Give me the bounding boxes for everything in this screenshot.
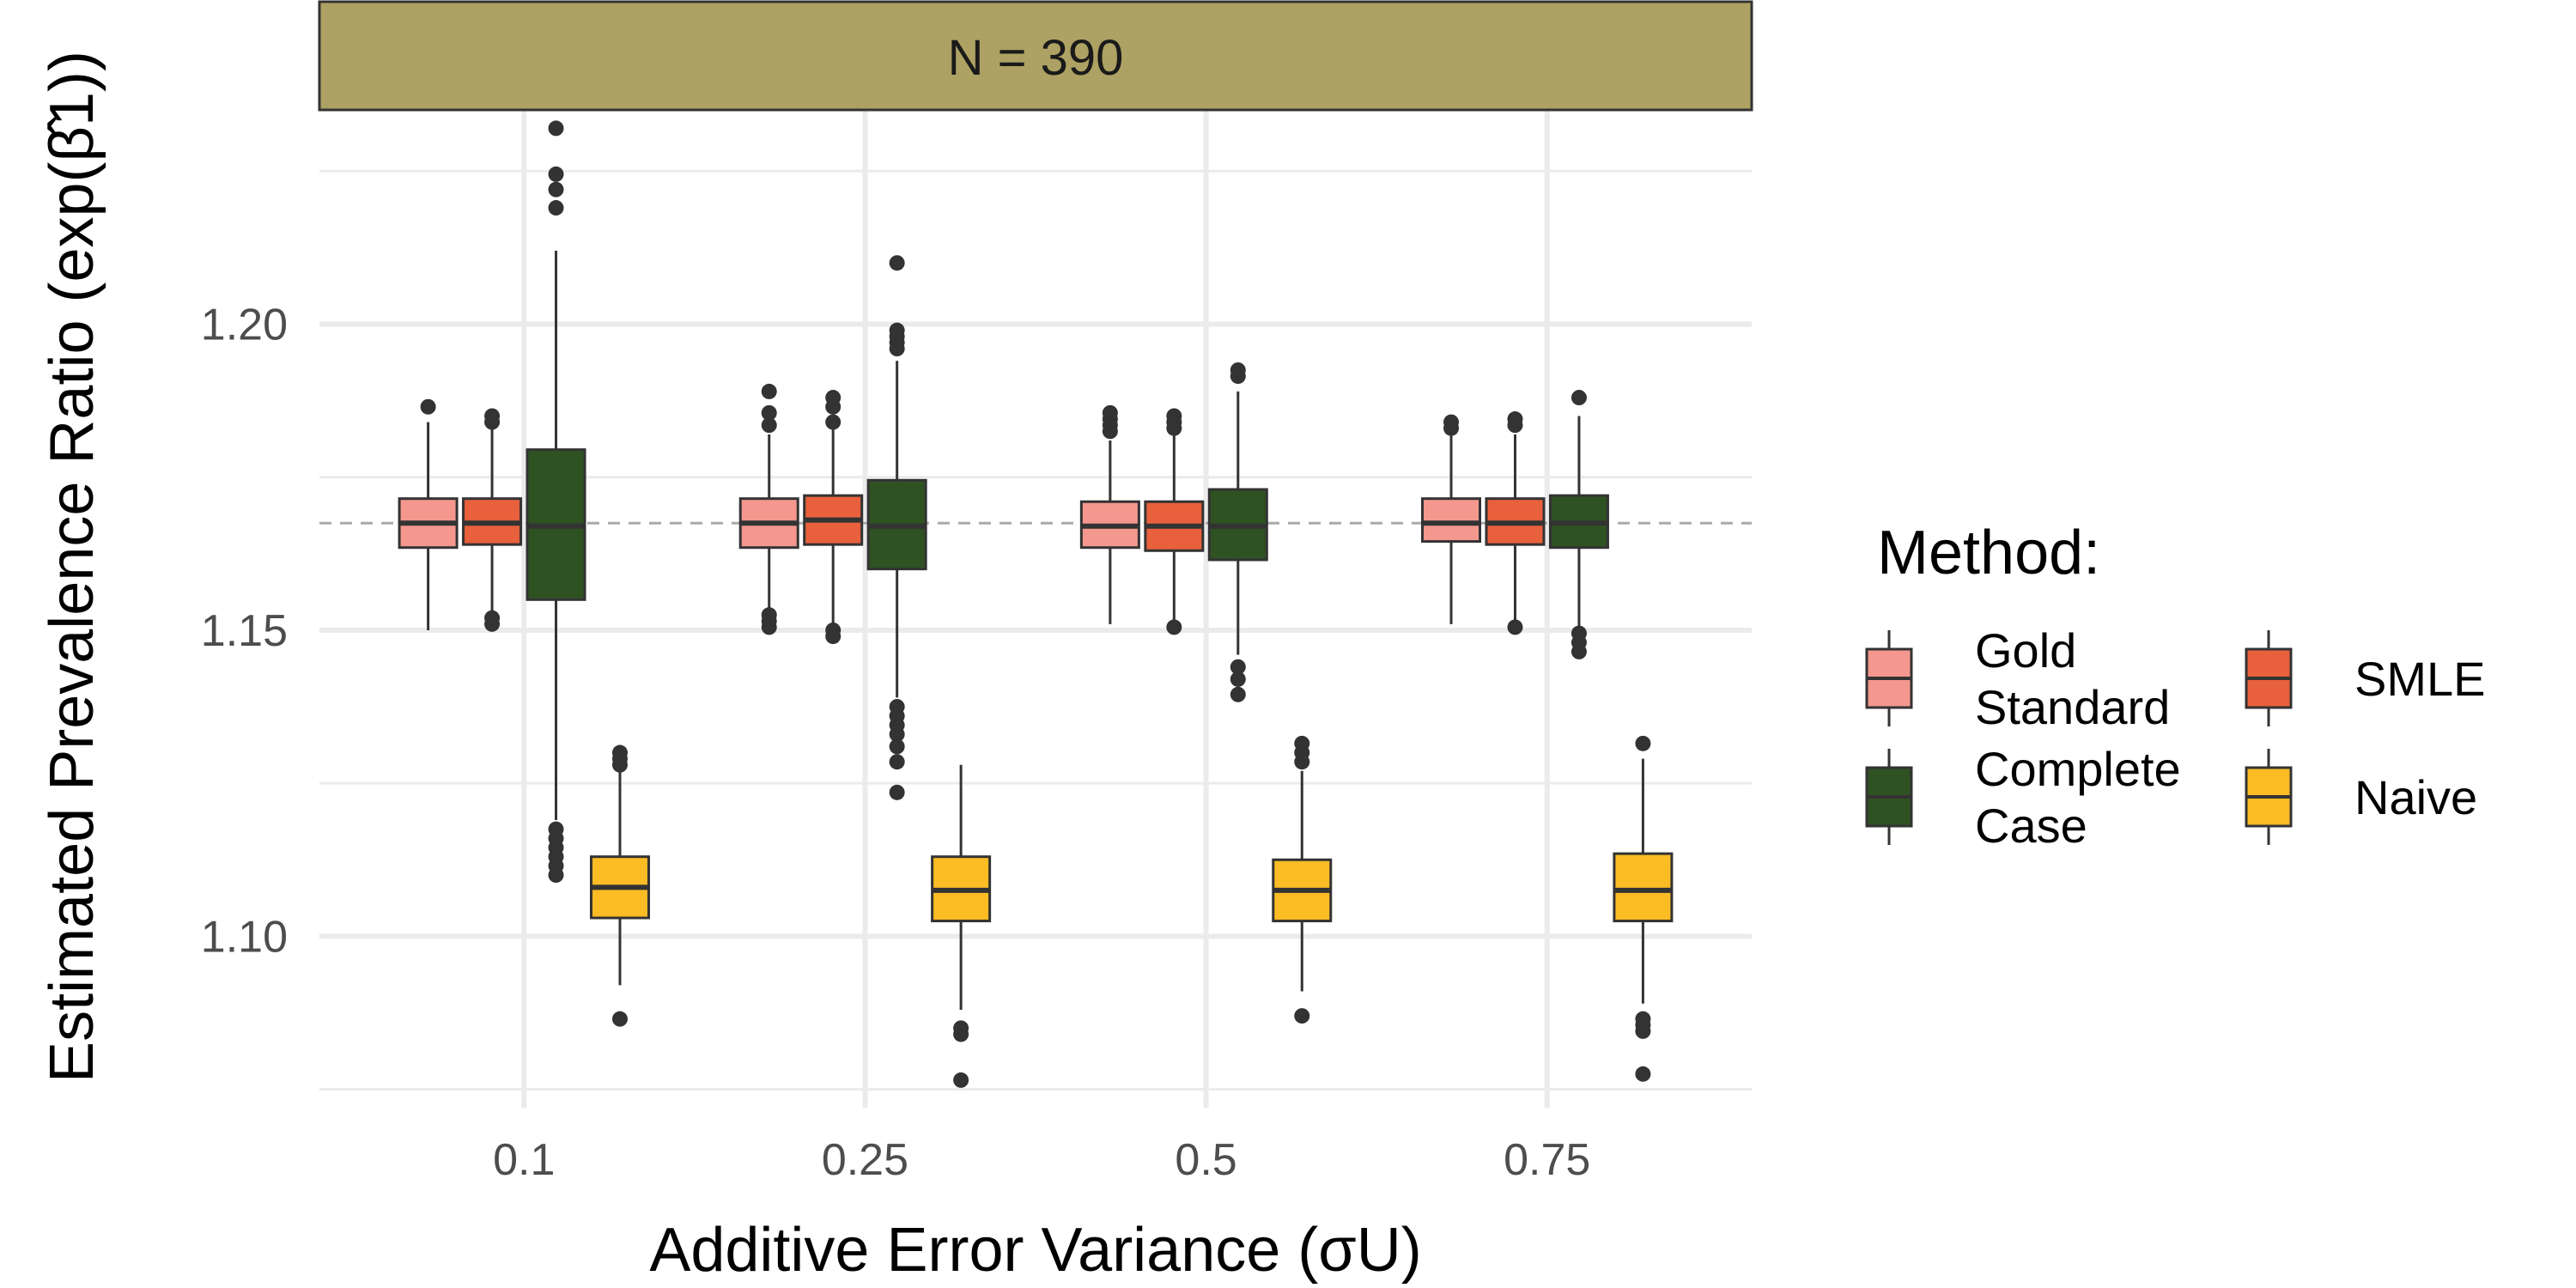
outlier-point [1443,414,1460,430]
outlier-point [548,120,564,137]
x-tick-label: 0.25 [822,1135,908,1185]
box-complete-case-0.1 [526,120,586,884]
box-smle-0.1 [462,408,523,632]
outlier-point [761,404,777,421]
x-axis-ticks: 0.1 0.25 0.5 0.75 [493,1135,1590,1185]
outlier-point [1635,735,1651,751]
legend-label: Complete [1975,742,2181,796]
outlier-point [1230,659,1246,675]
box-complete-case-0.5 [1207,361,1268,702]
legend-label: Gold [1975,623,2076,677]
outlier-point [1571,390,1587,406]
outlier-point [611,744,628,761]
legend-item-naive: Naive [2245,749,2477,845]
outlier-point [1507,411,1523,428]
outlier-point [889,699,905,715]
outlier-point [548,181,564,197]
panel-strip-label: N = 390 [948,30,1124,86]
outlier-point [1230,361,1246,378]
outlier-point [953,1072,969,1088]
outlier-point [761,607,777,623]
legend-item-smle: SMLE [2245,630,2486,726]
outlier-point [548,166,564,182]
legend-label: Case [1975,799,2087,853]
outlier-point [1571,625,1587,641]
y-axis-title: Estimated Prevalence Ratio (exp(β̂1)) [38,51,106,1083]
panel-strip-background [318,0,1753,112]
legend-label: SMLE [2354,652,2486,706]
box-smle-0.5 [1144,408,1205,635]
legend-title: Method: [1877,519,2100,587]
box-gold-standard-0.1 [398,398,459,630]
y-tick-label: 1.15 [201,606,288,656]
outlier-point [1166,408,1182,424]
outlier-point [548,200,564,216]
x-axis-title: Additive Error Variance (σU) [649,1216,1421,1285]
box-naive-0.1 [589,744,650,1027]
y-axis-ticks: 1.10 1.15 1.20 [201,301,288,963]
box-naive-0.75 [1613,735,1674,1082]
legend-label: Naive [2354,770,2477,824]
x-tick-label: 0.75 [1504,1135,1590,1185]
outlier-point [484,610,501,626]
outlier-point [889,754,905,770]
outlier-point [1294,1008,1310,1024]
box-gold-standard-0.5 [1079,404,1140,624]
box-smle-0.25 [803,390,864,645]
outlier-point [1294,735,1310,751]
x-tick-label: 0.1 [493,1135,555,1185]
outlier-point [611,1011,628,1027]
outlier-point [1230,671,1246,687]
outlier-point [953,1020,969,1036]
box-naive-0.5 [1272,735,1333,1024]
outlier-point [889,255,905,271]
box-complete-case-0.75 [1548,390,1609,659]
outlier-point [825,414,841,430]
outlier-point [1635,1011,1651,1027]
y-tick-label: 1.20 [201,301,288,350]
outlier-point [889,738,905,755]
outlier-point [1166,619,1182,635]
box-naive-0.25 [931,764,992,1088]
box-iqr [1613,852,1674,923]
outlier-point [1230,686,1246,702]
outlier-point [825,622,841,638]
outlier-point [548,821,564,837]
outlier-point [761,417,777,434]
box-iqr [1421,497,1482,544]
y-tick-label: 1.10 [201,912,288,962]
outlier-point [889,784,905,800]
legend-label: Standard [1975,680,2170,734]
outlier-point [1635,1066,1651,1082]
grid-lines [319,110,1752,1108]
outlier-point [889,322,905,338]
box-complete-case-0.25 [866,255,927,800]
box-gold-standard-0.75 [1421,414,1482,624]
outlier-point [1507,619,1523,635]
outlier-point [484,408,501,424]
box-gold-standard-0.25 [738,383,799,635]
outlier-point [420,398,436,415]
outlier-point [825,390,841,406]
boxes-layer [398,120,1674,1088]
outlier-point [761,383,777,399]
outlier-point [1102,404,1118,421]
x-tick-label: 0.5 [1175,1135,1236,1185]
box-smle-0.75 [1485,411,1546,635]
panel-strip: N = 390 [318,0,1753,112]
